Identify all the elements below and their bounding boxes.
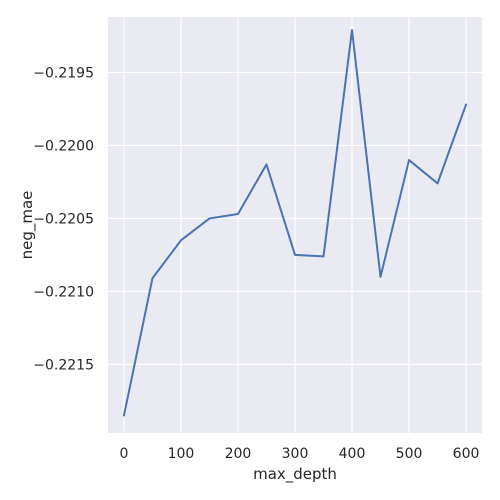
series-line: [122, 29, 468, 417]
y-tick-label: −0.2200: [33, 138, 94, 154]
y-tick-label: −0.2210: [33, 284, 94, 300]
series-layer: [122, 29, 468, 417]
y-tick-label: −0.2205: [33, 211, 94, 227]
x-tick-label: 600: [453, 446, 480, 462]
x-tick-label: 200: [225, 446, 252, 462]
y-axis-ticks: −0.2215 −0.2210 −0.2205 −0.2200 −0.2195: [33, 65, 94, 373]
y-axis-label: neg_mae: [18, 191, 37, 260]
x-tick-label: 0: [120, 446, 129, 462]
x-axis-label: max_depth: [253, 465, 337, 484]
x-axis-ticks: 0 100 200 300 400 500 600: [120, 446, 480, 462]
x-tick-label: 400: [339, 446, 366, 462]
y-tick-label: −0.2215: [33, 357, 94, 373]
x-tick-label: 100: [168, 446, 195, 462]
y-tick-label: −0.2195: [33, 65, 94, 81]
x-tick-label: 500: [396, 446, 423, 462]
grid-lines: [108, 17, 482, 433]
x-tick-label: 300: [282, 446, 309, 462]
